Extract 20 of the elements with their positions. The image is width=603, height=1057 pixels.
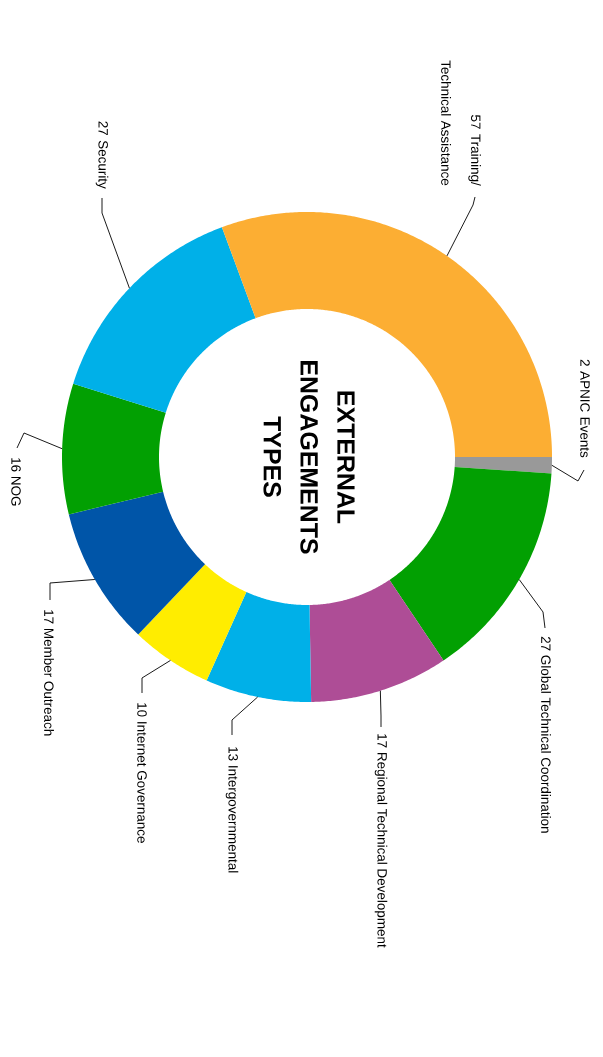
slice-label: Member Outreach bbox=[44, 629, 54, 736]
data-label: 27 bbox=[98, 121, 108, 136]
text: EXTERNAL ENGAGEMENTS TYPES bbox=[263, 361, 355, 554]
data-label: 2 bbox=[580, 359, 590, 366]
data-label: 27 bbox=[541, 636, 551, 651]
slice-label: APNIC Events bbox=[580, 371, 590, 458]
slice-label: Intergovernmental bbox=[225, 766, 239, 873]
data-label: 57 bbox=[471, 115, 481, 129]
data-label: 13 bbox=[228, 747, 238, 761]
data-label: 17 bbox=[377, 734, 387, 748]
category-label: Technical Assistance bbox=[441, 60, 452, 186]
category-label: Training/ bbox=[468, 134, 481, 186]
data-label: 16 bbox=[11, 458, 21, 472]
data-label: 17 bbox=[44, 610, 54, 624]
data-label: 10 bbox=[137, 703, 147, 717]
slice-label: NOG bbox=[11, 476, 21, 506]
slice-label: Internet Governance bbox=[137, 722, 147, 843]
slice-label: Global Technical Coordination bbox=[541, 655, 551, 833]
slice-label: Security bbox=[95, 140, 109, 189]
slice-label: Regional Technical Development bbox=[374, 753, 388, 948]
